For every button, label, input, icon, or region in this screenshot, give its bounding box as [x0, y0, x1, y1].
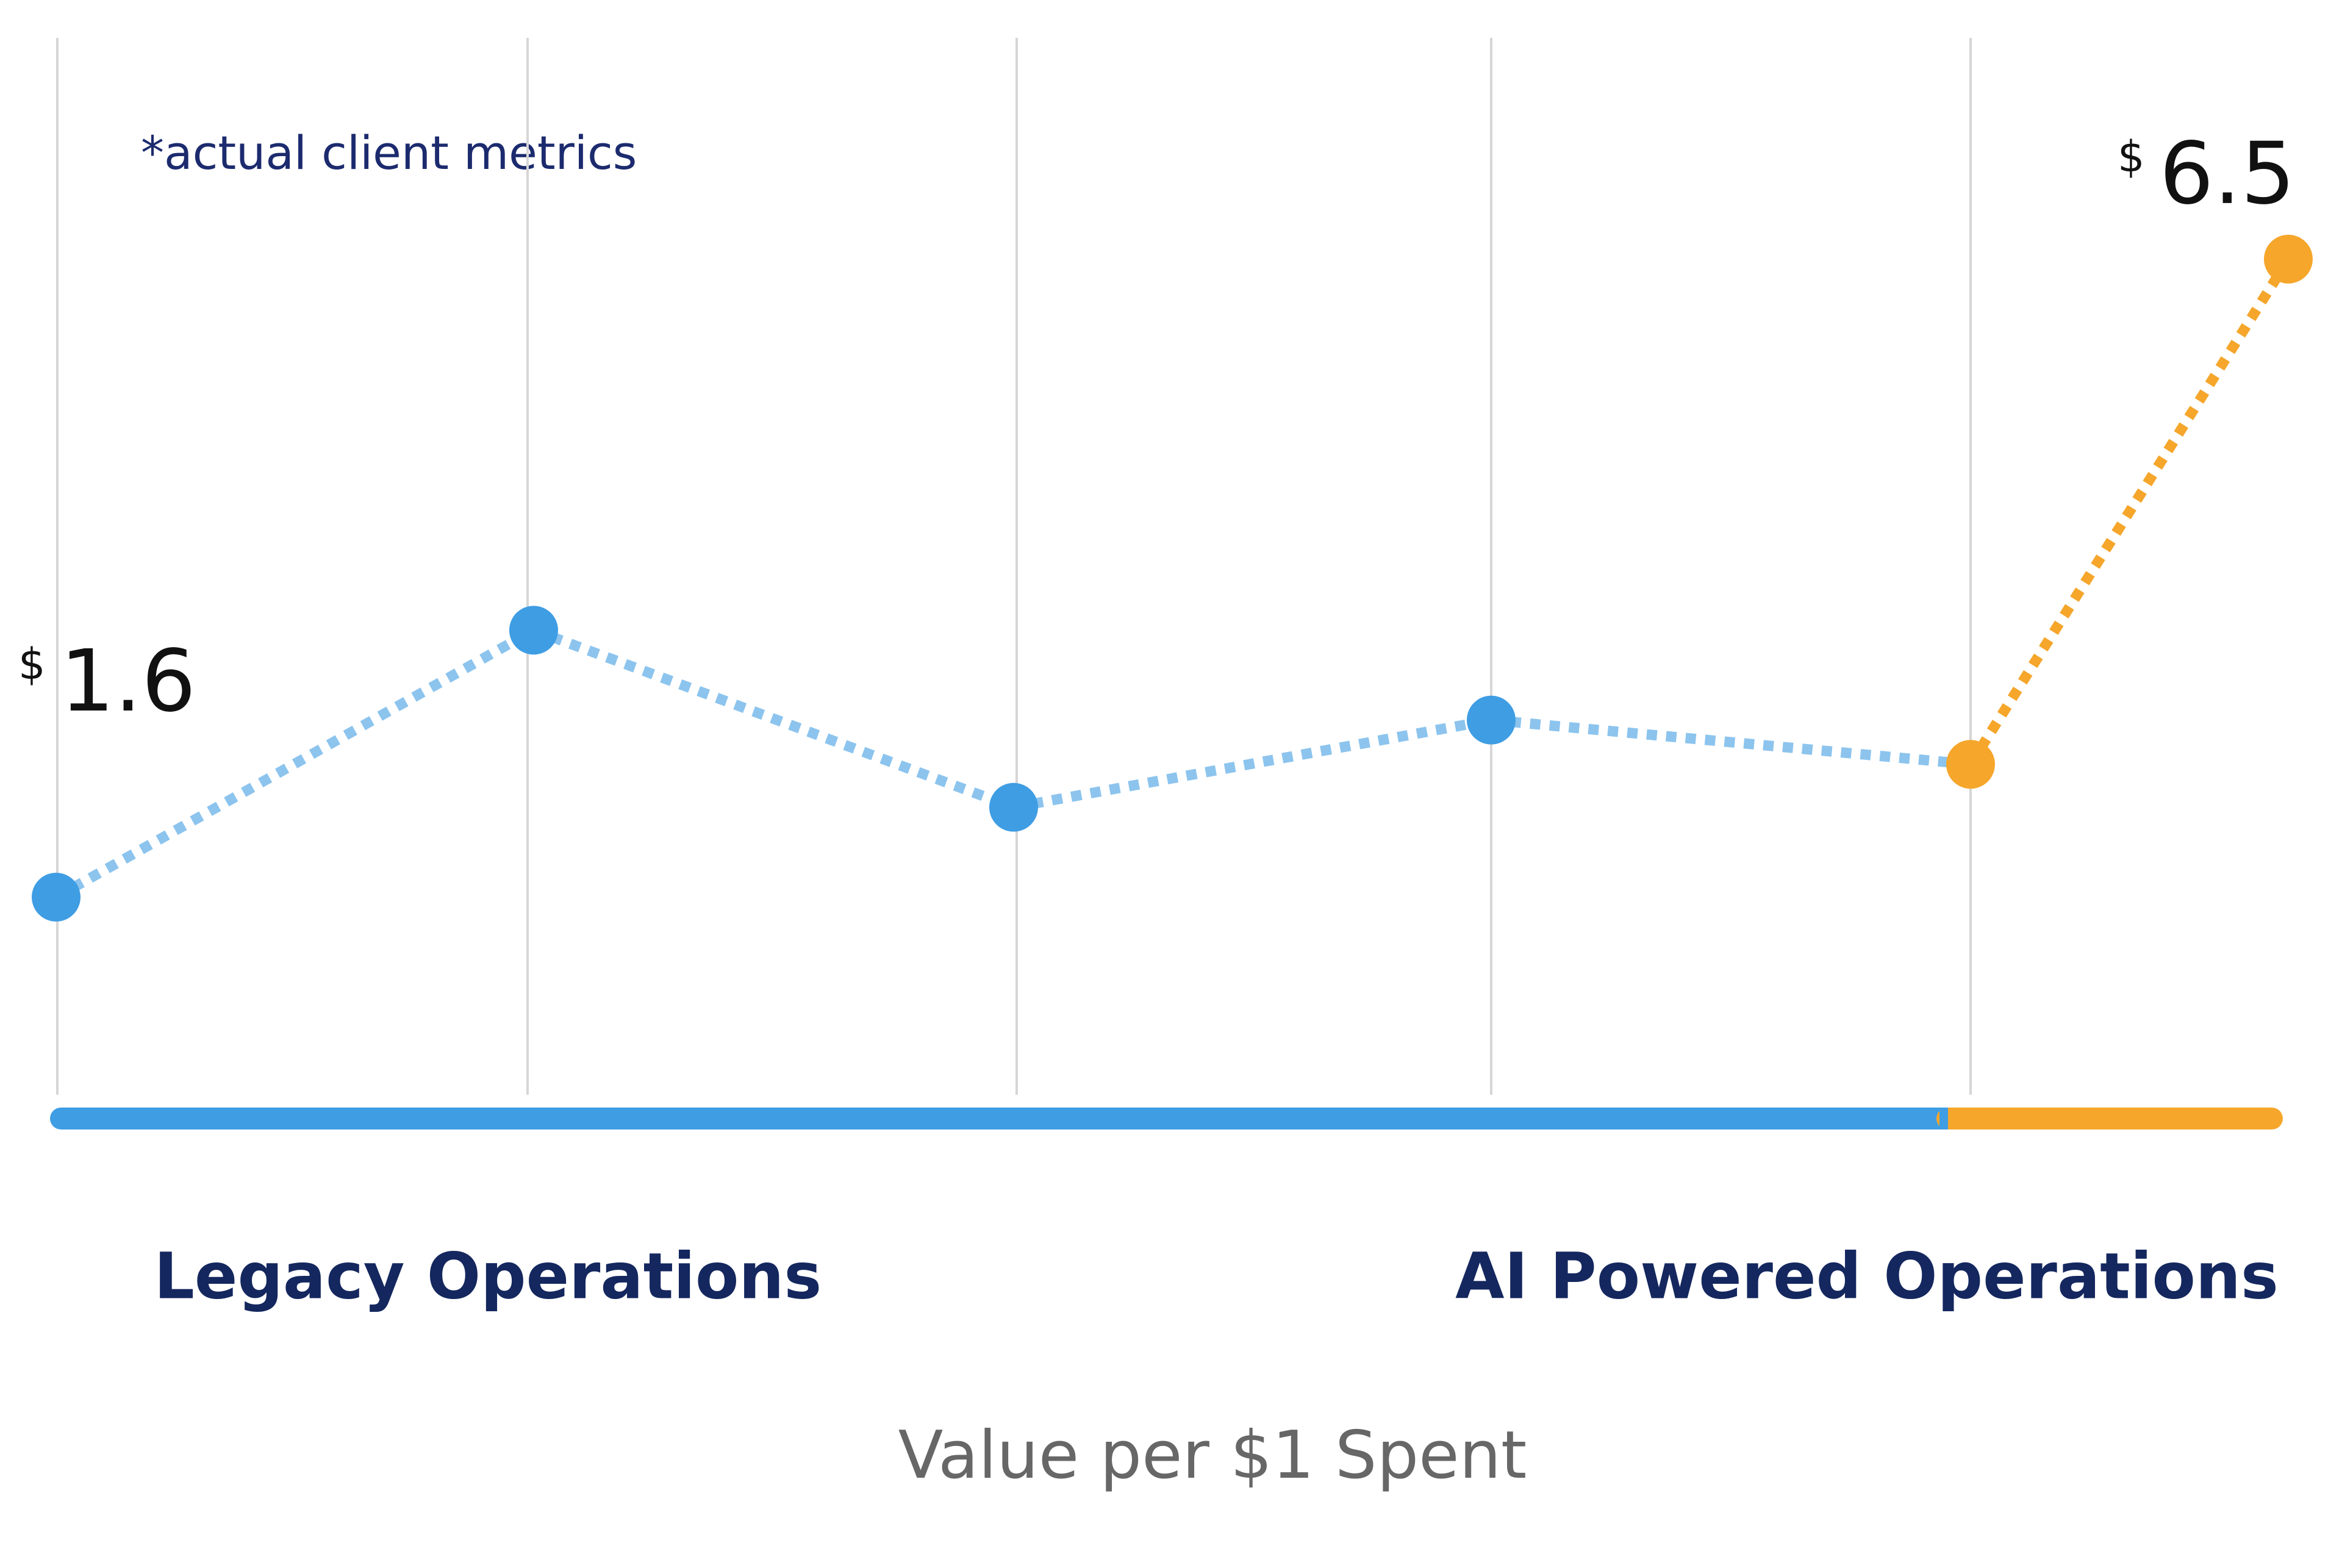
point: [32, 873, 81, 922]
value-label: $6.5: [2118, 124, 2295, 223]
value-label: $1.6: [18, 632, 196, 731]
line-segment: [532, 625, 1015, 812]
point: [1467, 695, 1516, 745]
line-segment: [1491, 715, 1971, 770]
line-segment: [1966, 256, 2293, 767]
point: [989, 782, 1038, 832]
x-group-label: AI Powered Operations: [1455, 1239, 2279, 1313]
x-group-label: Legacy Operations: [154, 1239, 822, 1313]
point: [509, 606, 558, 655]
line-segment: [1012, 715, 1492, 813]
axis-bar-cap: [1939, 1108, 1948, 1129]
point: [1946, 740, 1995, 789]
annotation: *actual client metrics: [141, 126, 637, 180]
point: [2264, 234, 2313, 284]
line-segment: [53, 625, 537, 902]
x-axis-label: Value per $1 Spent: [898, 1417, 1527, 1494]
